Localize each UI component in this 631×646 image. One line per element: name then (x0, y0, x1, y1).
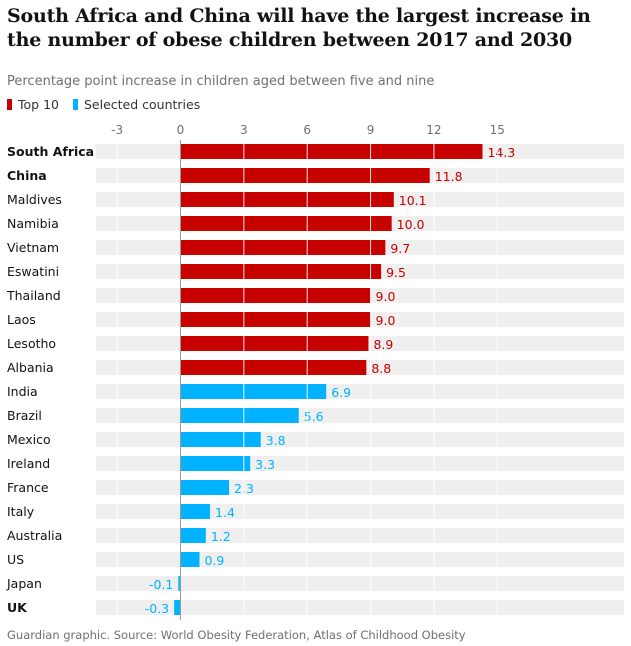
legend-item-top-10: Top 10 (7, 97, 59, 112)
value-label: 0.9 (204, 553, 224, 568)
row-track (96, 480, 624, 495)
category-label: Albania (7, 360, 54, 375)
category-label: Eswatini (7, 264, 59, 279)
bar (180, 552, 200, 567)
legend-item-selected-countries: Selected countries (72, 97, 201, 112)
bar-chart: -3 0 3 6 9 12 15 South Africa 14.3 China 11.8 Maldi… (6, 123, 624, 620)
legend-swatch-top-10 (7, 99, 12, 110)
row-track (96, 576, 624, 591)
value-label: 9.5 (386, 265, 406, 280)
value-label: 1.2 (211, 529, 231, 544)
category-label: Japan (6, 576, 42, 591)
chart-title: South Africa and China will have the lar… (7, 5, 591, 51)
x-tick-label: 9 (367, 123, 375, 137)
row-track (96, 432, 624, 447)
bar (180, 528, 206, 543)
category-label: Lesotho (7, 336, 56, 351)
row-track (96, 456, 624, 471)
bar (180, 168, 430, 183)
row-track (96, 504, 624, 519)
value-label: 10.0 (397, 217, 425, 232)
category-label: South Africa (7, 144, 94, 159)
value-label: 10.1 (399, 193, 427, 208)
bar (180, 312, 371, 327)
category-label: India (7, 384, 38, 399)
bar (180, 384, 327, 399)
legend-label-top-10: Top 10 (18, 97, 59, 112)
x-tick-label: 0 (177, 123, 185, 137)
bar (174, 600, 181, 615)
source-note: Guardian graphic. Source: World Obesity … (7, 628, 466, 642)
value-label: 14.3 (487, 145, 515, 160)
value-label: 9.7 (390, 241, 410, 256)
bar (178, 576, 181, 591)
value-label: 9.0 (376, 313, 396, 328)
x-tick-label: 3 (240, 123, 248, 137)
value-label: 6.9 (331, 385, 351, 400)
bar (180, 480, 230, 495)
row-track (96, 384, 624, 399)
x-tick-label: 6 (303, 123, 311, 137)
value-label: -0.3 (145, 601, 169, 616)
category-label: Thailand (6, 288, 61, 303)
x-tick-label: 15 (490, 123, 505, 137)
row-track (96, 408, 624, 423)
category-label: Ireland (7, 456, 50, 471)
category-label: China (7, 168, 47, 183)
category-label: Italy (7, 504, 35, 519)
bar (180, 336, 369, 351)
bar (180, 264, 382, 279)
value-label: -0.1 (149, 577, 173, 592)
bar (180, 432, 261, 447)
bar (180, 408, 299, 423)
bar (180, 360, 367, 375)
category-label: Vietnam (7, 240, 59, 255)
category-label: Laos (7, 312, 36, 327)
value-label: 3.8 (266, 433, 286, 448)
category-label: Maldives (7, 192, 62, 207)
bar (180, 456, 251, 471)
value-label: 1.4 (215, 505, 235, 520)
category-label: Mexico (7, 432, 51, 447)
x-tick-label: 12 (426, 123, 441, 137)
bar (180, 216, 392, 231)
category-label: France (7, 480, 49, 495)
bar (180, 240, 386, 255)
value-label: 9.0 (376, 289, 396, 304)
bar (180, 192, 394, 207)
value-label: 8.9 (373, 337, 393, 352)
x-tick-label: -3 (111, 123, 123, 137)
value-label: 5.6 (304, 409, 324, 424)
bar (180, 504, 211, 519)
row-track (96, 552, 624, 567)
legend-swatch-selected-countries (72, 99, 78, 110)
category-label: US (7, 552, 24, 567)
legend-label-selected-countries: Selected countries (83, 97, 201, 112)
value-label: 11.8 (435, 169, 463, 184)
row-track (96, 528, 624, 543)
row-track (96, 600, 624, 615)
chart-subtitle: Percentage point increase in children ag… (7, 74, 435, 89)
category-label: Brazil (7, 408, 42, 423)
bar (180, 144, 483, 159)
category-label: Namibia (7, 216, 59, 231)
value-label: 8.8 (371, 361, 391, 376)
legend: Top 10 Selected countries (7, 97, 214, 112)
bar (180, 288, 371, 303)
category-label: Australia (7, 528, 62, 543)
value-label: 3.3 (255, 457, 275, 472)
category-label: UK (7, 600, 28, 615)
